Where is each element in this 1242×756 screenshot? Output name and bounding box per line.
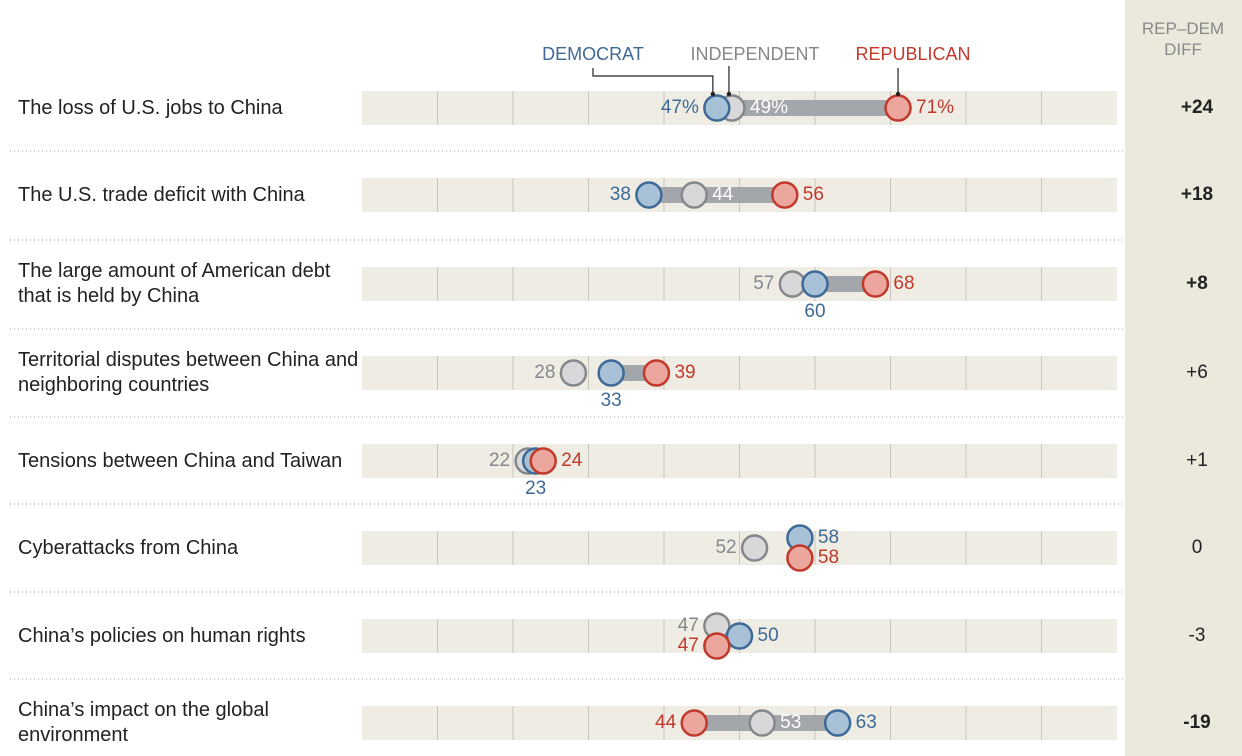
dot — [778, 270, 807, 298]
row-label: China’s impact on the global environment — [18, 699, 269, 746]
value-label: 58 — [818, 527, 839, 548]
leader-dot — [710, 91, 716, 97]
value-label: 52 — [715, 537, 736, 558]
row-label: The loss of U.S. jobs to China — [18, 96, 283, 119]
dot — [861, 270, 890, 298]
diff-label: +8 — [1186, 273, 1208, 294]
dot — [680, 709, 708, 737]
value-label: 38 — [610, 184, 631, 205]
diff-label: -19 — [1183, 712, 1210, 733]
value-label: 39 — [674, 362, 695, 383]
value-label: 56 — [803, 184, 824, 205]
leader — [592, 68, 714, 94]
leader-dot — [895, 91, 901, 97]
value-label: 63 — [856, 712, 877, 733]
diff-header: REP–DEM DIFF — [1141, 19, 1225, 59]
dot — [740, 534, 769, 562]
value-label: 24 — [561, 450, 583, 471]
value-label: 58 — [818, 547, 839, 568]
value-label: 23 — [525, 478, 546, 499]
dot — [635, 181, 663, 209]
dot — [680, 181, 708, 209]
diff-label: +24 — [1181, 97, 1214, 118]
legend-label: DEMOCRAT — [542, 44, 644, 64]
range-bar — [815, 276, 876, 292]
diff-label: 0 — [1192, 537, 1203, 558]
row-label: Territorial disputes between China and n… — [18, 349, 359, 396]
value-label: 57 — [753, 273, 774, 294]
dot — [597, 359, 625, 387]
dot — [703, 632, 731, 660]
legend-label: INDEPENDENT — [690, 44, 819, 64]
row-label: Tensions between China and Taiwan — [18, 449, 343, 472]
dot — [559, 359, 588, 387]
value-label: 49% — [750, 97, 788, 118]
value-label: 47 — [678, 635, 699, 656]
dot — [642, 359, 671, 387]
row-label: Cyberattacks from China — [18, 536, 239, 559]
value-label: 22 — [489, 450, 510, 471]
legend-label: REPUBLICAN — [855, 44, 970, 64]
dot — [884, 94, 912, 122]
dot — [771, 181, 799, 209]
diff-label: +6 — [1186, 362, 1208, 383]
row-label: The large amount of American debt that i… — [18, 260, 331, 307]
leader-dot — [726, 91, 732, 97]
diff-label: +1 — [1186, 450, 1208, 471]
value-label: 68 — [893, 273, 914, 294]
value-label: 33 — [601, 390, 622, 411]
row-label: China’s policies on human rights — [18, 624, 306, 647]
value-label: 44 — [712, 184, 734, 205]
value-label: 53 — [780, 712, 801, 733]
value-label: 47 — [678, 615, 699, 636]
dot — [725, 622, 754, 650]
value-label: 50 — [758, 625, 779, 646]
diff-column — [1125, 0, 1242, 756]
diff-label: +18 — [1181, 184, 1213, 205]
value-label: 71% — [916, 97, 954, 118]
row-label: The U.S. trade deficit with China — [18, 183, 305, 206]
dot — [748, 709, 776, 737]
range-bar — [716, 100, 899, 116]
value-label: 44 — [655, 712, 677, 733]
dot — [823, 709, 852, 737]
dot — [529, 447, 557, 475]
diff-label: -3 — [1189, 625, 1206, 646]
value-label: 28 — [534, 362, 555, 383]
dot — [801, 270, 829, 298]
dot — [703, 94, 731, 122]
dot — [786, 544, 814, 572]
value-label: 47% — [661, 97, 699, 118]
value-label: 60 — [804, 301, 825, 322]
